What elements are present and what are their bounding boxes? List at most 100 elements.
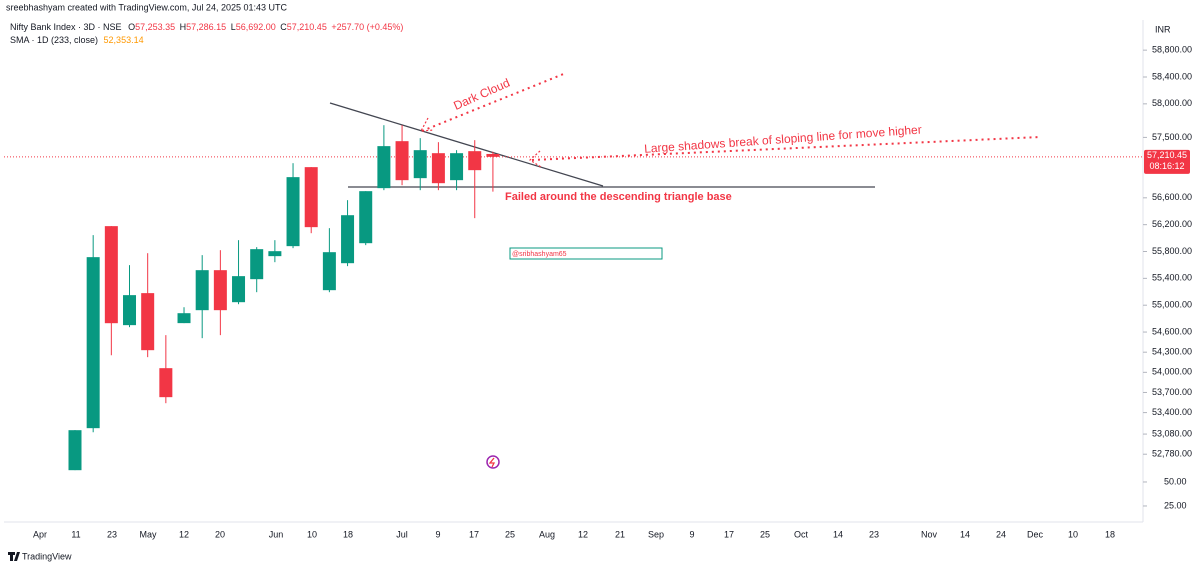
candle-body <box>141 293 155 351</box>
x-tick-label: Sep <box>648 529 664 539</box>
x-tick-label: 9 <box>689 529 694 539</box>
x-tick-label: Oct <box>794 529 809 539</box>
close: 57,210.45 <box>287 22 327 32</box>
candle-body <box>377 146 391 189</box>
y-tick-label: 55,000.00 <box>1152 300 1192 310</box>
candle-body <box>159 368 173 398</box>
watermark-box <box>509 247 663 260</box>
descending-trendline <box>329 102 604 187</box>
candle-body <box>486 153 500 157</box>
credit: sreebhashyam created with TradingView.co… <box>6 2 287 12</box>
sma-value: 52,353.14 <box>104 35 144 45</box>
candle-body <box>431 153 445 184</box>
x-tick-label: 17 <box>724 529 734 539</box>
sma-line: SMA · 1D (233, close) 52,353.14 <box>10 35 144 45</box>
candle-body <box>268 251 282 257</box>
candle-body <box>322 252 336 291</box>
candle-body <box>232 276 246 303</box>
x-tick-label: 23 <box>869 529 879 539</box>
x-tick-label: 9 <box>435 529 440 539</box>
legend-line: Nifty Bank Index · 3D · NSE O57,253.35 H… <box>10 22 403 32</box>
annotation: Failed around the descending triangle ba… <box>505 191 732 203</box>
x-tick-label: 10 <box>1068 529 1078 539</box>
candle-body <box>195 270 209 311</box>
y-tick-label: 53,080.00 <box>1152 428 1192 438</box>
x-tick-label: 11 <box>71 529 80 539</box>
candle-body <box>395 141 409 181</box>
y-tick-label: 53,700.00 <box>1152 387 1192 397</box>
x-tick-label: 10 <box>307 529 317 539</box>
x-tick-label: 20 <box>215 529 225 539</box>
low-label: L <box>231 22 236 32</box>
y2-tick-label: 50.00 <box>1164 476 1187 486</box>
arrow-dotted <box>421 72 567 132</box>
candle-body <box>123 295 137 326</box>
x-tick-label: 17 <box>469 529 479 539</box>
last-price-label: 57,210.45 <box>1147 150 1187 160</box>
x-tick-label: 18 <box>343 529 353 539</box>
candle-body <box>450 153 464 181</box>
high: 57,286.15 <box>186 22 226 32</box>
x-tick-label: 14 <box>833 529 843 539</box>
event-icon <box>486 455 500 469</box>
candle-body <box>68 430 82 471</box>
candle-body <box>304 167 318 228</box>
y-tick-label: 55,800.00 <box>1152 246 1192 256</box>
open-label: O <box>128 22 135 32</box>
candle-body <box>413 150 427 179</box>
y-tick-label: 58,400.00 <box>1152 71 1192 81</box>
y-tick-label: 54,600.00 <box>1152 326 1192 336</box>
y-tick-label: 58,800.00 <box>1152 45 1192 55</box>
y-tick-label: 54,300.00 <box>1152 347 1192 357</box>
change: +257.70 (+0.45%) <box>331 22 403 32</box>
candle-body <box>86 257 100 429</box>
y-tick-label: 56,200.00 <box>1152 219 1192 229</box>
candle-body <box>286 177 300 247</box>
x-tick-label: Dec <box>1027 529 1044 539</box>
open: 57,253.35 <box>135 22 175 32</box>
high-label: H <box>180 22 187 32</box>
x-tick-label: 25 <box>505 529 515 539</box>
sma-label: SMA · 1D (233, close) <box>10 35 98 45</box>
x-tick-label: May <box>139 529 157 539</box>
y-tick-label: 54,000.00 <box>1152 367 1192 377</box>
x-tick-label: 12 <box>578 529 588 539</box>
y-tick-label: 56,600.00 <box>1152 192 1192 202</box>
x-tick-label: 18 <box>1105 529 1115 539</box>
last-price-box <box>1144 149 1190 174</box>
y-tick-label: 57,500.00 <box>1152 132 1192 142</box>
countdown: 08:16:12 <box>1149 161 1184 171</box>
y-tick-label: 55,400.00 <box>1152 273 1192 283</box>
x-tick-label: 23 <box>107 529 117 539</box>
x-tick-label: 21 <box>615 529 625 539</box>
candle-body <box>359 191 373 244</box>
x-tick-label: 24 <box>996 529 1006 539</box>
arrow-head <box>419 117 435 132</box>
x-tick-label: 14 <box>960 529 970 539</box>
y-tick-label: 58,000.00 <box>1152 98 1192 108</box>
low: 56,692.00 <box>236 22 276 32</box>
x-tick-label: Jun <box>269 529 284 539</box>
x-tick-label: Aug <box>539 529 555 539</box>
close-label: C <box>280 22 287 32</box>
candle-body <box>213 270 227 311</box>
candle-body <box>104 226 118 324</box>
x-tick-label: Jul <box>396 529 408 539</box>
y-tick-label: 53,400.00 <box>1152 407 1192 417</box>
y2-tick-label: 25.00 <box>1164 500 1187 510</box>
footer: TradingView <box>22 551 72 561</box>
symbol: Nifty Bank Index · 3D · NSE <box>10 22 122 32</box>
x-tick-label: Apr <box>33 529 47 539</box>
x-tick-label: 25 <box>760 529 770 539</box>
x-tick-label: Nov <box>921 529 938 539</box>
candle-body <box>468 151 482 171</box>
event-bolt <box>488 457 496 468</box>
candle-body <box>177 313 191 324</box>
currency: INR <box>1155 24 1171 34</box>
candle-body <box>250 249 264 280</box>
logo <box>8 552 20 561</box>
arrow-dotted <box>531 136 1041 161</box>
annotation: @sribhashyam65 <box>512 251 567 258</box>
